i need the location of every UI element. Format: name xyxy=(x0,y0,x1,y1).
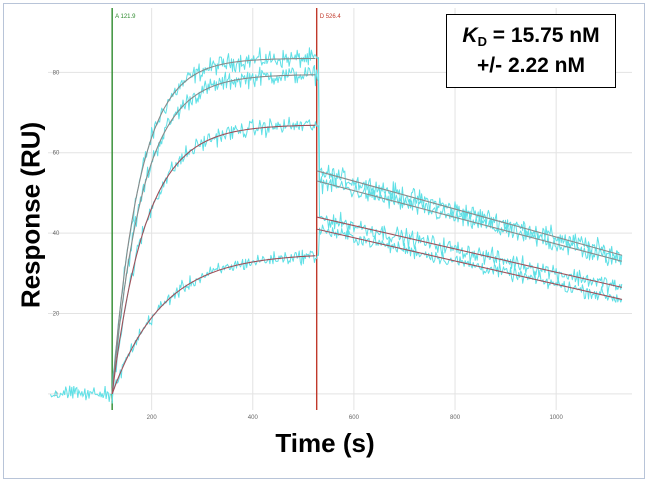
kd-value: = 15.75 nM xyxy=(492,24,600,47)
association-fit-3 xyxy=(111,124,316,394)
y-tick-label: 60 xyxy=(53,151,60,157)
data-trace-4 xyxy=(111,224,623,390)
x-tick-label: 600 xyxy=(349,415,360,421)
dissociation-fit-1 xyxy=(316,170,623,256)
data-trace-1 xyxy=(111,47,623,394)
kd-value-line: KD = 15.75 nM xyxy=(447,21,615,51)
kd-error: +/- 2.22 nM xyxy=(477,54,585,77)
y-tick-label: 0 xyxy=(54,392,58,398)
baseline-trace xyxy=(50,385,112,402)
x-tick-label: 400 xyxy=(248,415,259,421)
kd-annotation-box: KD = 15.75 nM +/- 2.22 nM xyxy=(446,14,616,88)
x-tick-label: 200 xyxy=(147,415,158,421)
association-fit-2 xyxy=(111,74,316,394)
data-series xyxy=(50,47,623,404)
x-axis-label: Time (s) xyxy=(275,428,375,458)
y-tick-label: 40 xyxy=(53,231,60,237)
y-tick-label: 80 xyxy=(53,70,60,76)
y-tick-label: 20 xyxy=(53,312,60,318)
x-tick-label: 800 xyxy=(450,415,461,421)
dissociation-fit-3 xyxy=(316,216,623,288)
y-axis-label: Response (RU) xyxy=(15,121,46,309)
dissociation-fit-2 xyxy=(316,180,623,262)
association-fit-1 xyxy=(111,57,316,394)
x-tick-label: 1000 xyxy=(549,415,563,421)
phase-marker-label: A 121.9 xyxy=(115,14,136,20)
kd-subscript: D xyxy=(477,34,487,49)
phase-marker-label: D 526.4 xyxy=(320,14,342,20)
association-fit-4 xyxy=(111,255,316,395)
data-trace-3 xyxy=(111,116,623,401)
tick-labels: 200 400 600 800 1000 0 20 40 60 80 xyxy=(53,70,564,421)
kd-symbol: K xyxy=(462,24,478,47)
dissociation-fit-4 xyxy=(316,228,623,300)
